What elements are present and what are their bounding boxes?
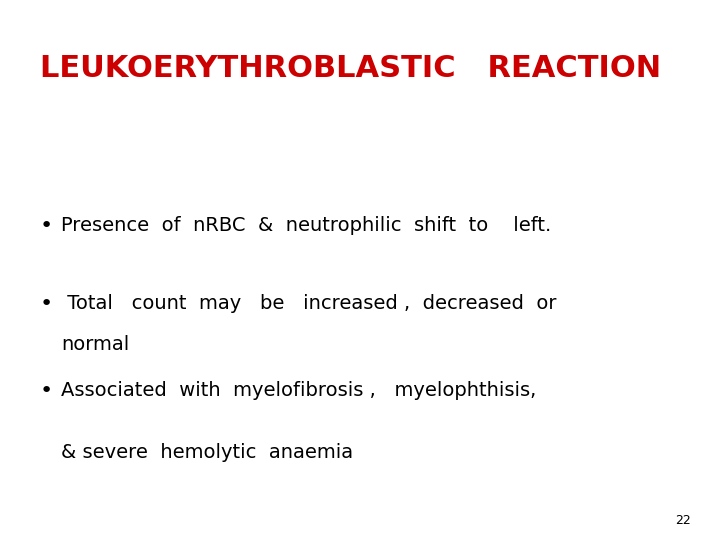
Text: •: • <box>40 381 53 401</box>
Text: LEUKOERYTHROBLASTIC   REACTION: LEUKOERYTHROBLASTIC REACTION <box>40 54 661 83</box>
Text: normal: normal <box>61 335 130 354</box>
Text: & severe  hemolytic  anaemia: & severe hemolytic anaemia <box>61 443 354 462</box>
Text: •: • <box>40 216 53 236</box>
Text: •: • <box>40 294 53 314</box>
Text: Presence  of  nRBC  &  neutrophilic  shift  to    left.: Presence of nRBC & neutrophilic shift to… <box>61 216 552 235</box>
Text: 22: 22 <box>675 514 691 526</box>
Text: Associated  with  myelofibrosis ,   myelophthisis,: Associated with myelofibrosis , myelopht… <box>61 381 536 400</box>
Text: Total   count  may   be   increased ,  decreased  or: Total count may be increased , decreased… <box>61 294 557 313</box>
